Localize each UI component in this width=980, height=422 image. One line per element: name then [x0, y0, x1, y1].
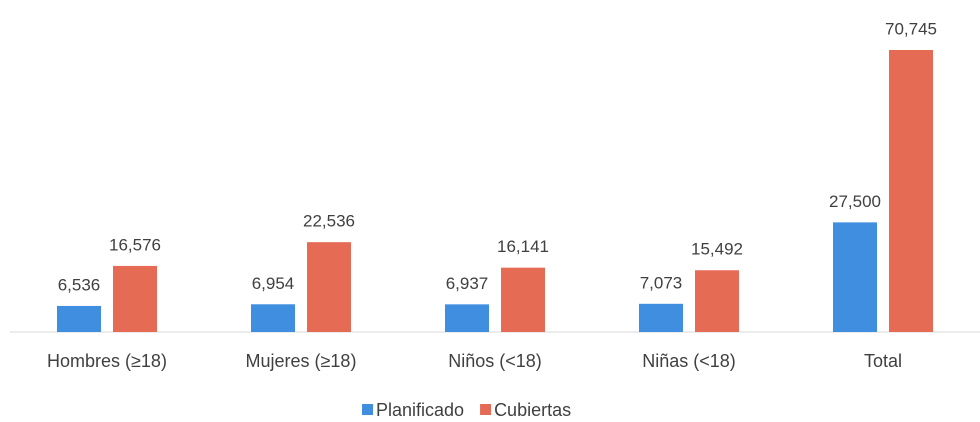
bar: [695, 270, 739, 332]
x-tick-label: Hombres (≥18): [47, 351, 167, 371]
bar: [307, 242, 351, 332]
legend-label: Planificado: [376, 400, 464, 420]
legend-swatch: [362, 404, 373, 415]
bar: [57, 305, 101, 332]
x-tick-label: Niñas (<18): [642, 351, 736, 371]
data-label: 6,536: [58, 275, 101, 294]
data-label: 15,492: [691, 240, 743, 259]
data-label: 27,500: [829, 192, 881, 211]
bar: [833, 222, 877, 332]
data-label: 16,141: [497, 237, 549, 256]
data-label: 7,073: [640, 273, 683, 292]
bar: [639, 303, 683, 332]
data-label: 6,937: [446, 274, 489, 293]
data-label: 22,536: [303, 212, 355, 231]
data-label: 16,576: [109, 235, 161, 254]
x-tick-label: Total: [864, 351, 902, 371]
legend-label: Cubiertas: [494, 400, 571, 420]
legend-swatch: [480, 404, 492, 415]
x-tick-label: Mujeres (≥18): [246, 351, 357, 371]
data-label: 6,954: [252, 274, 295, 293]
bar: [251, 304, 295, 332]
bar: [445, 304, 489, 332]
bar: [889, 50, 933, 332]
bar: [113, 265, 157, 332]
bar: [501, 267, 545, 332]
x-tick-label: Niños (<18): [448, 351, 542, 371]
data-label: 70,745: [885, 19, 937, 38]
